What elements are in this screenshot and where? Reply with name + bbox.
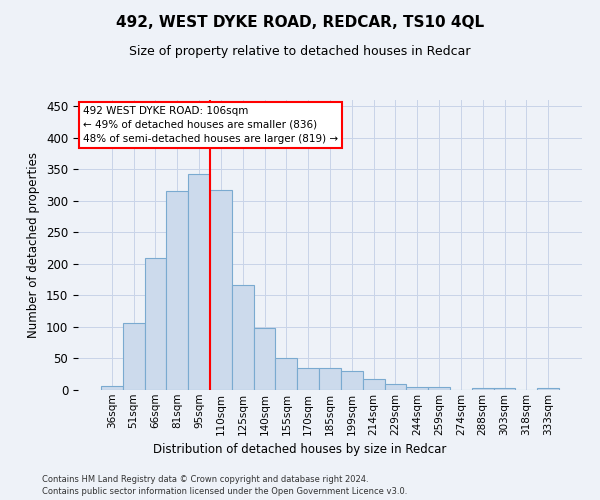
Bar xyxy=(297,368,319,390)
Y-axis label: Number of detached properties: Number of detached properties xyxy=(28,152,40,338)
Bar xyxy=(166,192,188,390)
Bar xyxy=(232,284,254,390)
Bar xyxy=(472,388,494,390)
Bar xyxy=(210,190,232,390)
Text: Size of property relative to detached houses in Redcar: Size of property relative to detached ho… xyxy=(129,45,471,58)
Bar xyxy=(428,387,450,390)
Bar xyxy=(254,328,275,390)
Text: Distribution of detached houses by size in Redcar: Distribution of detached houses by size … xyxy=(154,442,446,456)
Bar xyxy=(188,174,210,390)
Bar xyxy=(494,388,515,390)
Bar xyxy=(101,386,123,390)
Bar xyxy=(363,380,385,390)
Bar xyxy=(406,387,428,390)
Text: Contains HM Land Registry data © Crown copyright and database right 2024.: Contains HM Land Registry data © Crown c… xyxy=(42,475,368,484)
Text: 492, WEST DYKE ROAD, REDCAR, TS10 4QL: 492, WEST DYKE ROAD, REDCAR, TS10 4QL xyxy=(116,15,484,30)
Bar xyxy=(123,322,145,390)
Text: Contains public sector information licensed under the Open Government Licence v3: Contains public sector information licen… xyxy=(42,488,407,496)
Bar xyxy=(275,358,297,390)
Bar xyxy=(319,368,341,390)
Bar xyxy=(385,384,406,390)
Text: 492 WEST DYKE ROAD: 106sqm
← 49% of detached houses are smaller (836)
48% of sem: 492 WEST DYKE ROAD: 106sqm ← 49% of deta… xyxy=(83,106,338,144)
Bar xyxy=(341,371,363,390)
Bar xyxy=(145,258,166,390)
Bar xyxy=(537,388,559,390)
